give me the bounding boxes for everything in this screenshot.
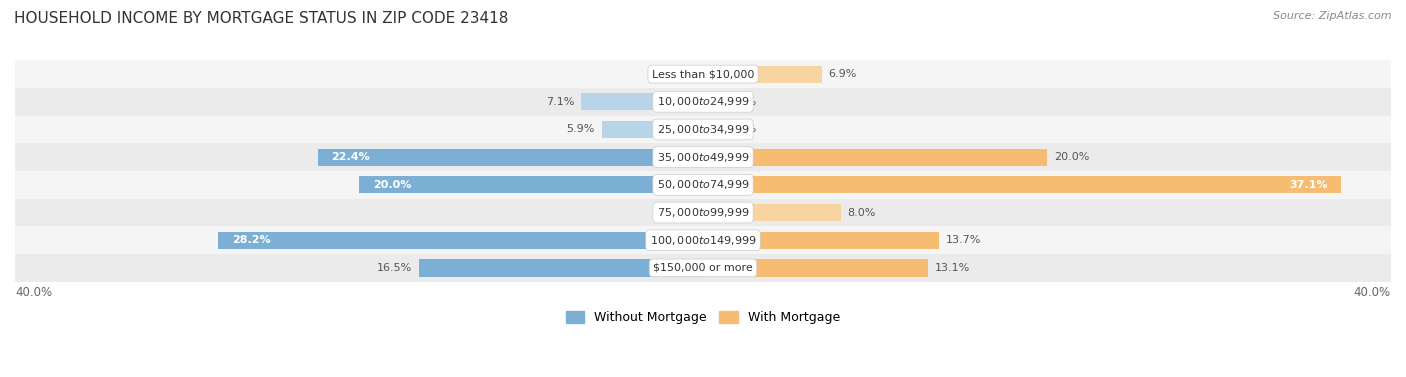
Text: $75,000 to $99,999: $75,000 to $99,999 [657, 206, 749, 219]
Text: $25,000 to $34,999: $25,000 to $34,999 [657, 123, 749, 136]
Text: 22.4%: 22.4% [332, 152, 370, 162]
Text: 28.2%: 28.2% [232, 235, 270, 245]
Text: 1.1%: 1.1% [728, 97, 756, 107]
Text: 40.0%: 40.0% [1354, 286, 1391, 299]
Bar [703, 93, 721, 110]
Text: Source: ZipAtlas.com: Source: ZipAtlas.com [1274, 11, 1392, 21]
Bar [703, 66, 821, 83]
Text: 13.1%: 13.1% [935, 263, 970, 273]
Text: 20.0%: 20.0% [1054, 152, 1090, 162]
Text: 40.0%: 40.0% [15, 286, 52, 299]
Text: 6.9%: 6.9% [828, 69, 856, 79]
Bar [419, 259, 703, 276]
Bar [15, 254, 1391, 282]
Text: $150,000 or more: $150,000 or more [654, 263, 752, 273]
Text: 16.5%: 16.5% [377, 263, 412, 273]
Bar [602, 121, 703, 138]
Text: 7.1%: 7.1% [546, 97, 574, 107]
Bar [703, 259, 928, 276]
Text: 0.0%: 0.0% [668, 69, 696, 79]
Text: $50,000 to $74,999: $50,000 to $74,999 [657, 178, 749, 192]
Text: 13.7%: 13.7% [945, 235, 981, 245]
Bar [703, 121, 721, 138]
Bar [15, 143, 1391, 171]
Bar [703, 149, 1047, 166]
Text: 1.1%: 1.1% [728, 124, 756, 135]
Text: $35,000 to $49,999: $35,000 to $49,999 [657, 151, 749, 164]
Bar [703, 204, 841, 221]
Text: $10,000 to $24,999: $10,000 to $24,999 [657, 95, 749, 108]
Bar [581, 93, 703, 110]
Bar [703, 176, 1341, 193]
Bar [15, 199, 1391, 226]
Text: $100,000 to $149,999: $100,000 to $149,999 [650, 234, 756, 247]
Bar [15, 226, 1391, 254]
Bar [218, 231, 703, 249]
Text: 37.1%: 37.1% [1289, 180, 1327, 190]
Bar [15, 60, 1391, 88]
Bar [359, 176, 703, 193]
Text: 5.9%: 5.9% [567, 124, 595, 135]
Bar [15, 116, 1391, 143]
Text: Less than $10,000: Less than $10,000 [652, 69, 754, 79]
Bar [703, 231, 939, 249]
Bar [318, 149, 703, 166]
Legend: Without Mortgage, With Mortgage: Without Mortgage, With Mortgage [565, 311, 841, 324]
Text: 8.0%: 8.0% [848, 208, 876, 218]
Bar [15, 88, 1391, 116]
Text: 0.0%: 0.0% [668, 208, 696, 218]
Text: 20.0%: 20.0% [373, 180, 411, 190]
Text: HOUSEHOLD INCOME BY MORTGAGE STATUS IN ZIP CODE 23418: HOUSEHOLD INCOME BY MORTGAGE STATUS IN Z… [14, 11, 509, 26]
Bar [15, 171, 1391, 199]
